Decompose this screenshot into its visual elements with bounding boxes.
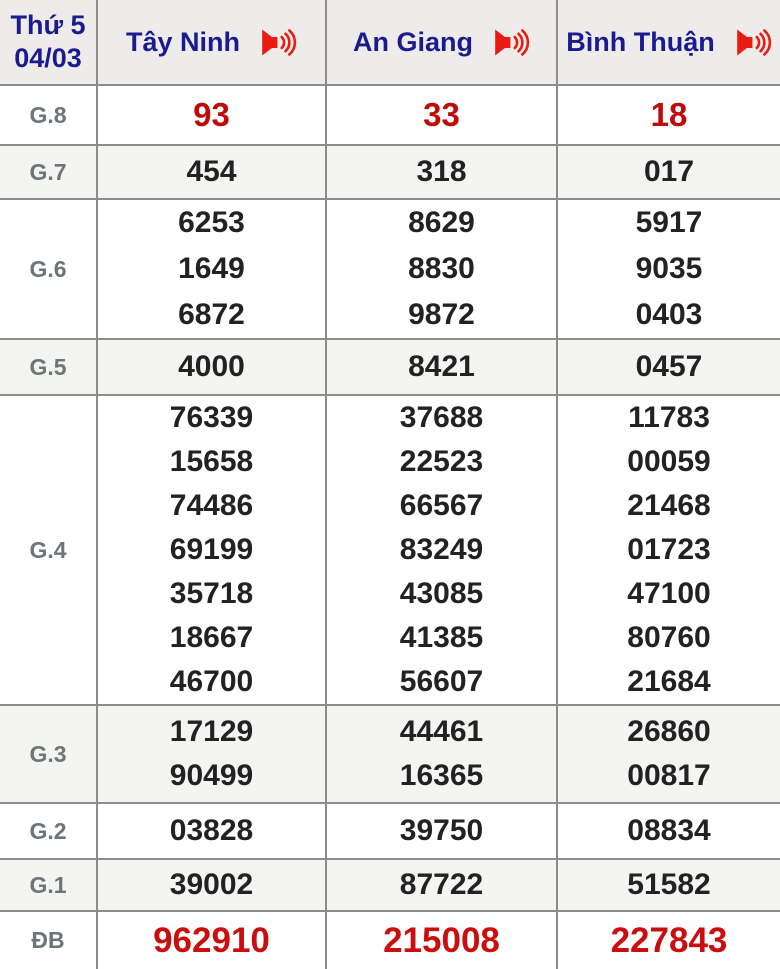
result-cell: 227843 — [556, 910, 780, 969]
result-cell: 6253 1649 6872 — [96, 198, 327, 340]
prize-label: G.4 — [0, 394, 98, 706]
prize-label: ĐB — [0, 910, 98, 969]
table-row-g4: G.4 76339 15658 74486 69199 35718 18667 … — [0, 394, 780, 706]
speaker-icon[interactable] — [735, 28, 772, 57]
result-cell: 5917 9035 0403 — [556, 198, 780, 340]
table-row-g6: G.6 6253 1649 6872 8629 8830 9872 5917 9… — [0, 198, 780, 340]
draw-weekday: Thứ 5 — [10, 10, 86, 40]
province-name: An Giang — [353, 26, 473, 57]
result-cell: 44461 16365 — [325, 704, 558, 804]
result-cell: 18 — [556, 84, 780, 146]
result-cell: 51582 — [556, 858, 780, 912]
table-row-g5: G.5 4000 8421 0457 — [0, 338, 780, 396]
result-cell: 454 — [96, 144, 327, 200]
result-cell: 017 — [556, 144, 780, 200]
speaker-icon[interactable] — [493, 28, 530, 57]
table-row-g8: G.8 93 33 18 — [0, 84, 780, 146]
column-header-an-giang: An Giang — [325, 0, 558, 86]
prize-label: G.5 — [0, 338, 98, 396]
province-name: Tây Ninh — [125, 26, 240, 57]
prize-label: G.7 — [0, 144, 98, 200]
table-row-g1: G.1 39002 87722 51582 — [0, 858, 780, 912]
draw-date: Thứ 5 04/03 — [0, 0, 98, 86]
result-cell: 4000 — [96, 338, 327, 396]
result-cell: 76339 15658 74486 69199 35718 18667 4670… — [96, 394, 327, 706]
result-cell: 93 — [96, 84, 327, 146]
prize-label: G.8 — [0, 84, 98, 146]
result-cell: 11783 00059 21468 01723 47100 80760 2168… — [556, 394, 780, 706]
result-cell: 318 — [325, 144, 558, 200]
result-cell: 08834 — [556, 802, 780, 860]
result-cell: 962910 — [96, 910, 327, 969]
result-cell: 37688 22523 66567 83249 43085 41385 5660… — [325, 394, 558, 706]
prize-label: G.2 — [0, 802, 98, 860]
result-cell: 17129 90499 — [96, 704, 327, 804]
result-cell: 215008 — [325, 910, 558, 969]
province-name: Bình Thuận — [566, 26, 715, 57]
prize-label: G.1 — [0, 858, 98, 912]
header-row: Thứ 5 04/03 Tây Ninh An Giang — [0, 0, 780, 86]
result-cell: 39750 — [325, 802, 558, 860]
draw-day-month: 04/03 — [14, 43, 82, 73]
table-row-g3: G.3 17129 90499 44461 16365 26860 00817 — [0, 704, 780, 804]
result-cell: 33 — [325, 84, 558, 146]
column-header-tay-ninh: Tây Ninh — [96, 0, 327, 86]
result-cell: 8421 — [325, 338, 558, 396]
result-cell: 26860 00817 — [556, 704, 780, 804]
prize-label: G.6 — [0, 198, 98, 340]
table-row-g2: G.2 03828 39750 08834 — [0, 802, 780, 860]
result-cell: 0457 — [556, 338, 780, 396]
result-cell: 8629 8830 9872 — [325, 198, 558, 340]
table-row-g7: G.7 454 318 017 — [0, 144, 780, 200]
table-row-db: ĐB 962910 215008 227843 — [0, 910, 780, 969]
prize-label: G.3 — [0, 704, 98, 804]
speaker-icon[interactable] — [260, 28, 297, 57]
column-header-binh-thuan: Bình Thuận — [556, 0, 780, 86]
result-cell: 87722 — [325, 858, 558, 912]
result-cell: 03828 — [96, 802, 327, 860]
result-cell: 39002 — [96, 858, 327, 912]
